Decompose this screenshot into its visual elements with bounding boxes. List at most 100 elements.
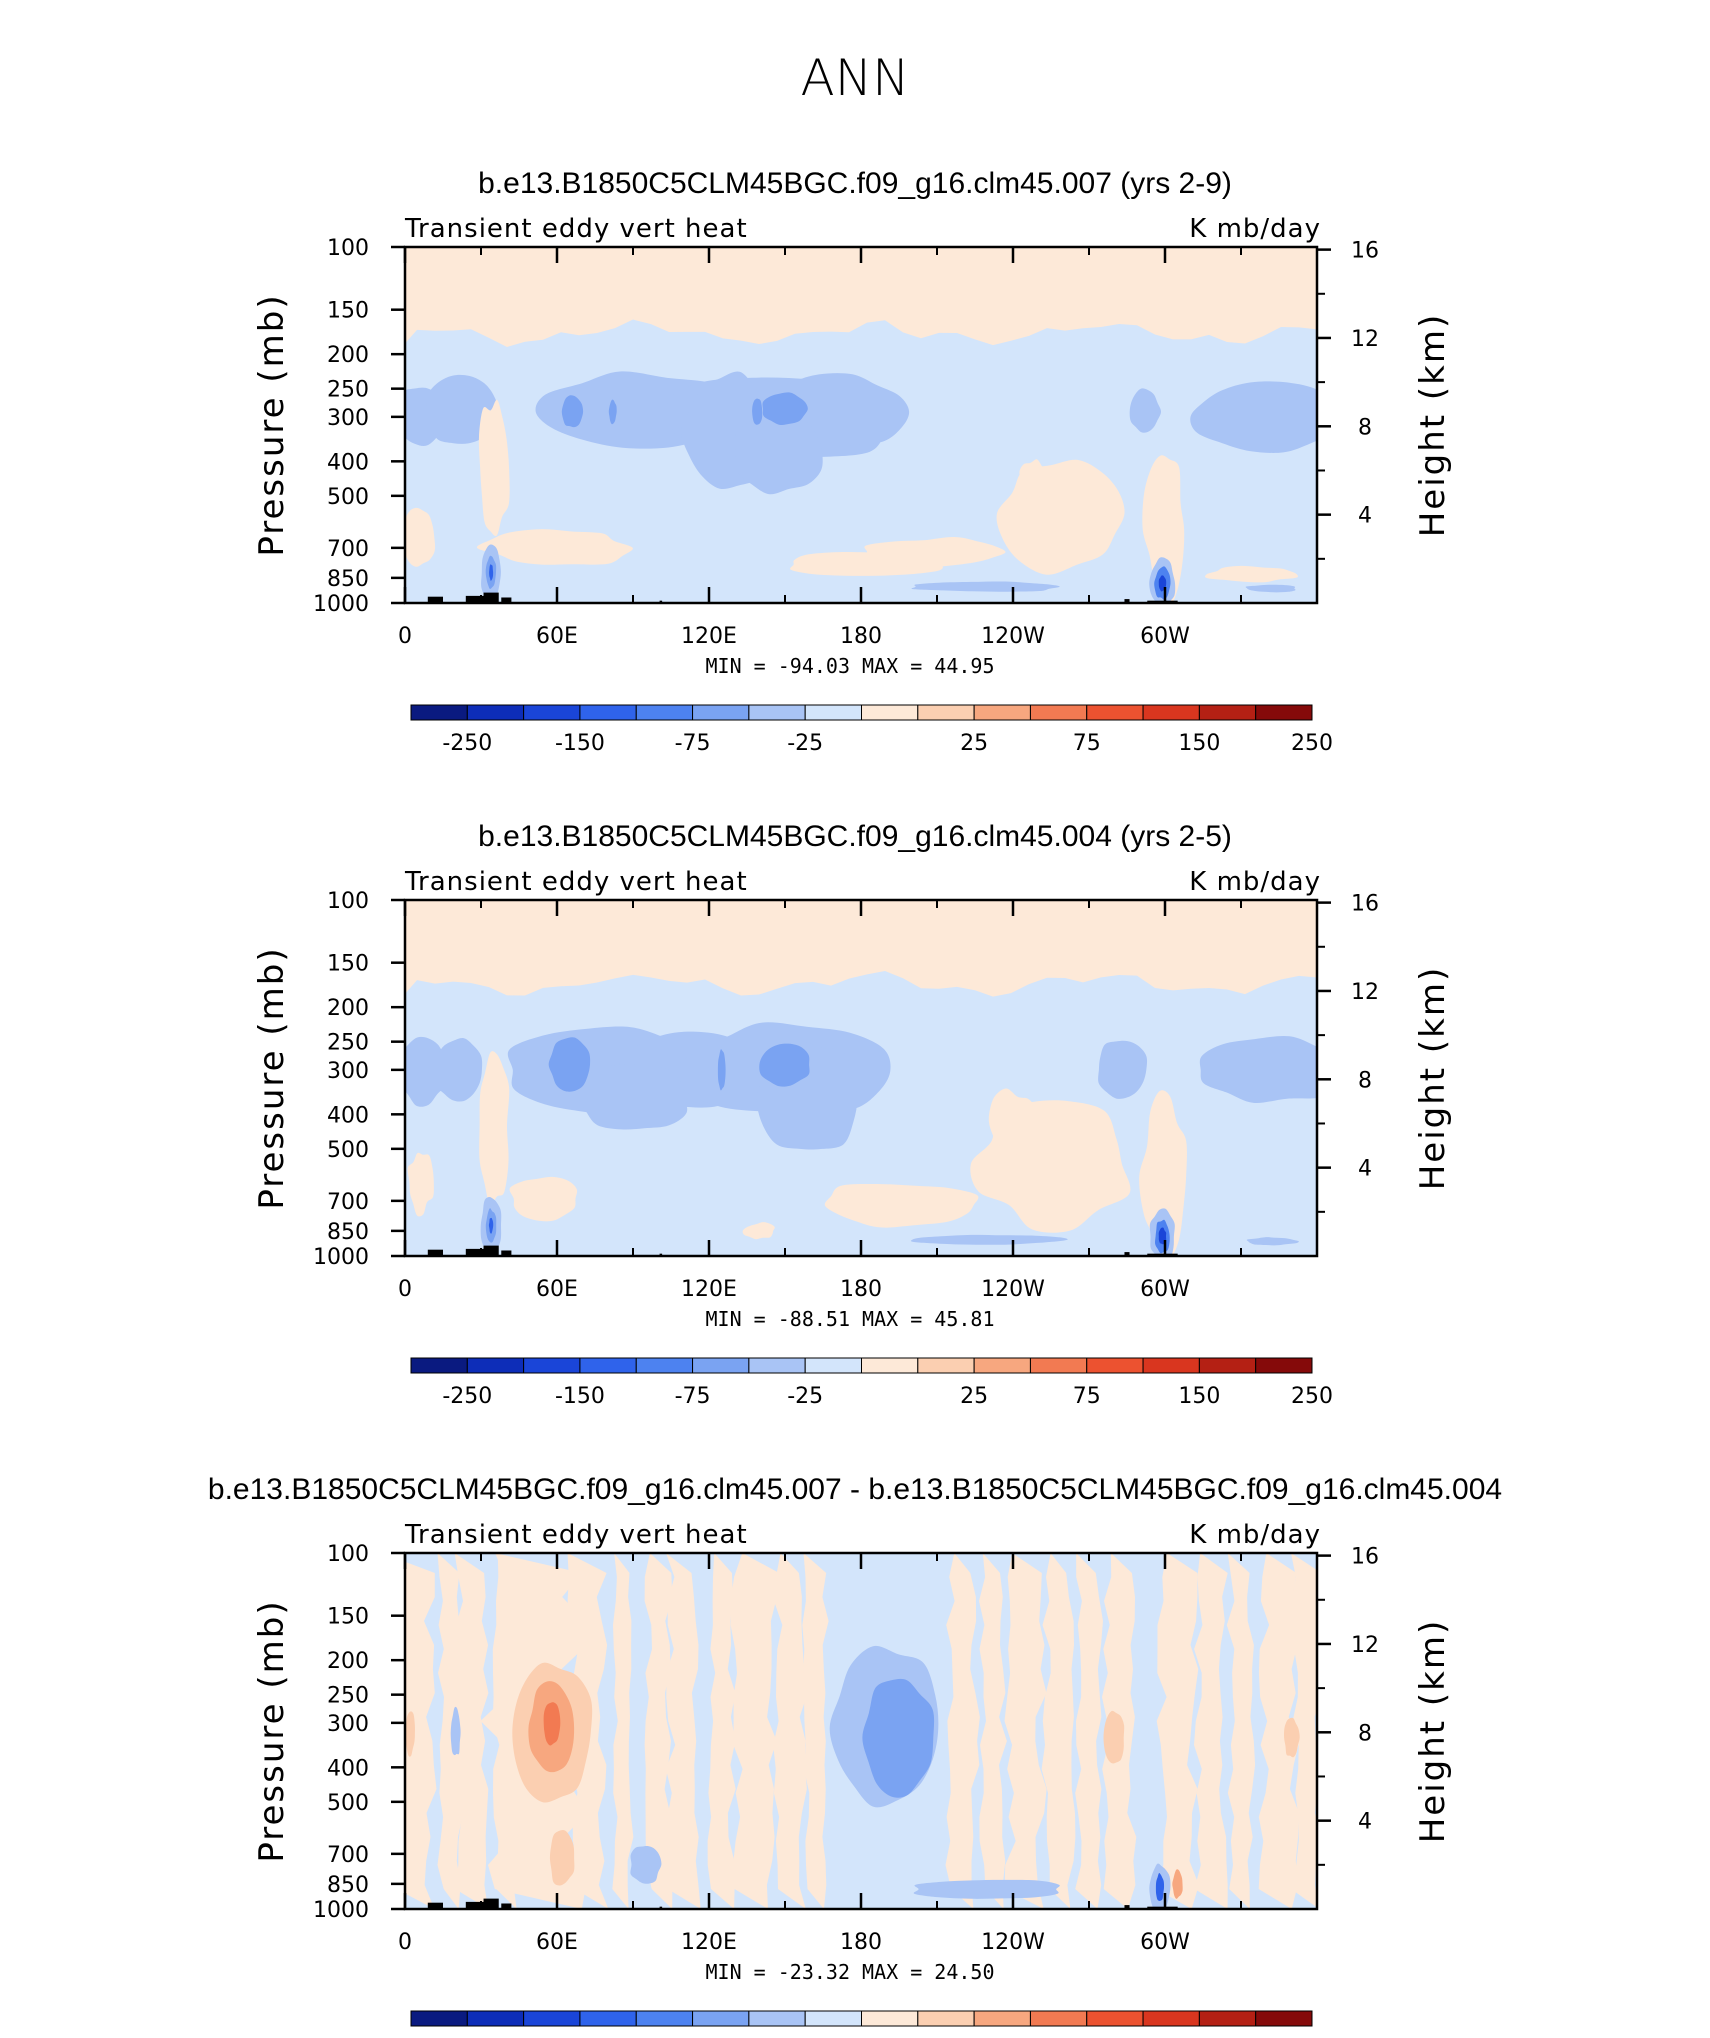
colorbar-box [635, 704, 694, 721]
height-tick-label: 16 [1351, 892, 1379, 917]
colorbar-label: 150 [1178, 731, 1220, 756]
fill-pos-2 [1075, 1553, 1103, 1909]
colorbar-box [1255, 1357, 1313, 1374]
fill-neg-50 [1190, 381, 1317, 453]
fill-neg-75 [752, 398, 763, 425]
topography [465, 595, 487, 603]
fill-pos-2 [405, 1561, 437, 1909]
x-tick-label: 120E [681, 1277, 737, 1302]
colorbar: -250 -150 -75 -25 25 75 150 250 [410, 704, 1333, 756]
colorbar-box [1198, 704, 1257, 721]
fill-neg-50 [1098, 1040, 1148, 1099]
colorbar-box [748, 1357, 806, 1374]
colorbar-box [1142, 704, 1200, 721]
height-tick-label: 12 [1351, 980, 1379, 1005]
x-tick-label: 120E [681, 624, 737, 649]
fill-pos-2 [1004, 1553, 1047, 1909]
colorbar-label: -75 [675, 1384, 711, 1409]
fill-neg-75 [759, 1043, 810, 1087]
topography [1124, 1252, 1130, 1256]
topography [427, 596, 443, 603]
topography [465, 1901, 487, 1909]
x-tick-label: 60W [1140, 1930, 1190, 1955]
y-tick-label: 850 [327, 1873, 369, 1898]
colorbar-box [1086, 1357, 1144, 1374]
min-max-label: MIN = -94.03 MAX = 44.95 [706, 654, 995, 678]
colorbar-label: 75 [1073, 731, 1101, 756]
topography [483, 592, 499, 603]
colorbar-box [1029, 704, 1088, 721]
y2-axis-title: Height (km) [1413, 1619, 1453, 1844]
colorbar: -80-40-100104080 [410, 2010, 1313, 2038]
y2-axis-title: Height (km) [1413, 966, 1453, 1191]
y-tick-label: 1000 [313, 1245, 369, 1270]
colorbar-box [1142, 1357, 1200, 1374]
fill-pos-25 [824, 1184, 979, 1228]
units-label: K mb/day [1189, 1520, 1321, 1550]
fill-neg-75 [561, 395, 584, 428]
x-tick-label: 180 [840, 1277, 882, 1302]
colorbar-box [1142, 2010, 1200, 2027]
height-tick-label: 4 [1358, 504, 1372, 529]
fill-pos-2 [1041, 1553, 1076, 1909]
topography [427, 1902, 443, 1909]
fill-neg-50 [579, 1064, 688, 1130]
y-tick-label: 300 [327, 1059, 369, 1084]
units-label: K mb/day [1189, 867, 1321, 897]
y-tick-label: 150 [327, 1605, 369, 1630]
fill-neg-75 [548, 1037, 591, 1092]
fill-neg-sfc [1246, 1237, 1299, 1246]
colorbar-box [466, 704, 525, 721]
x-tick-label: 0 [398, 624, 412, 649]
topography [483, 1898, 499, 1909]
fill-pos-25 [1205, 565, 1298, 583]
fill-pos-25 [742, 1222, 775, 1240]
y-axis-title: Pressure (mb) [252, 293, 292, 556]
colorbar-box [579, 1357, 637, 1374]
x-tick-label: 60E [536, 624, 578, 649]
y-tick-label: 100 [327, 889, 369, 914]
colorbar-box [523, 1357, 581, 1374]
y-tick-label: 100 [327, 1542, 369, 1567]
variable-label: Transient eddy vert heat [404, 867, 748, 897]
colorbar-label: -75 [675, 731, 711, 756]
fill-pos-25 [509, 1176, 578, 1222]
y-axis-title: Pressure (mb) [252, 946, 292, 1209]
fill-neg-50 [433, 1038, 483, 1102]
colorbar-box [861, 1357, 919, 1374]
fill-pos-25 [479, 1051, 510, 1207]
fill-neg-75 [762, 392, 808, 426]
y-tick-label: 250 [327, 1031, 369, 1056]
y-tick-label: 500 [327, 1138, 369, 1163]
colorbar-box [1198, 1357, 1257, 1374]
y-tick-label: 1000 [313, 1898, 369, 1923]
y-tick-label: 400 [327, 1756, 369, 1781]
topography [1124, 599, 1130, 603]
x-tick-label: 60W [1140, 624, 1190, 649]
fill-pos-2 [802, 1553, 829, 1909]
panel-title: b.e13.B1850C5CLM45BGC.f09_g16.clm45.007 … [478, 167, 1232, 200]
panel-title: b.e13.B1850C5CLM45BGC.f09_g16.clm45.004 … [478, 820, 1232, 853]
topography [501, 1250, 512, 1256]
y-tick-label: 250 [327, 1684, 369, 1709]
fill-neg-50 [405, 1036, 449, 1107]
fill-pos-25 [1142, 455, 1185, 603]
colorbar-box [410, 1357, 468, 1374]
y-tick-label: 300 [327, 406, 369, 431]
topography [427, 1249, 443, 1256]
x-tick-label: 60E [536, 1930, 578, 1955]
fill-pos-2 [730, 1553, 780, 1909]
fill-neg-sfc [910, 1234, 1068, 1245]
colorbar-box [523, 2010, 581, 2027]
fill-pos-2 [453, 1553, 489, 1909]
colorbar-box [973, 704, 1031, 721]
fill-pos-25 [405, 247, 1317, 347]
y-tick-label: 700 [327, 537, 369, 562]
y-tick-label: 200 [327, 1649, 369, 1674]
y-tick-label: 850 [327, 1220, 369, 1245]
y-tick-label: 200 [327, 343, 369, 368]
panel-title: b.e13.B1850C5CLM45BGC.f09_g16.clm45.007 … [208, 1473, 1502, 1506]
fill-neg-sfc [488, 1217, 494, 1234]
colorbar-box [466, 1357, 525, 1374]
